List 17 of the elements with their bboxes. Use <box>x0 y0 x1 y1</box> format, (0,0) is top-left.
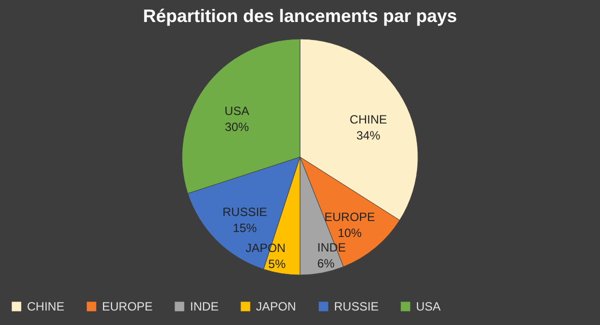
chart-title: Répartition des lancements par pays <box>142 6 458 26</box>
legend-label: INDE <box>190 300 219 314</box>
data-label: 10% <box>338 226 362 240</box>
slice-label: EUROPE <box>324 210 376 224</box>
data-label: 5% <box>268 256 286 271</box>
legend-label: RUSSIE <box>334 300 379 314</box>
data-label: 34% <box>356 128 381 142</box>
legend-label: CHINE <box>27 300 64 314</box>
slice-label: USA <box>224 104 250 118</box>
legend-label: USA <box>416 300 441 314</box>
data-label: 30% <box>224 120 250 134</box>
slice-label: CHINE <box>350 112 388 126</box>
legend-label: EUROPE <box>102 300 153 314</box>
data-label: 6% <box>317 256 335 270</box>
data-label: 15% <box>232 221 258 236</box>
slice-label: RUSSIE <box>222 205 268 220</box>
legend-label: JAPON <box>256 300 296 314</box>
